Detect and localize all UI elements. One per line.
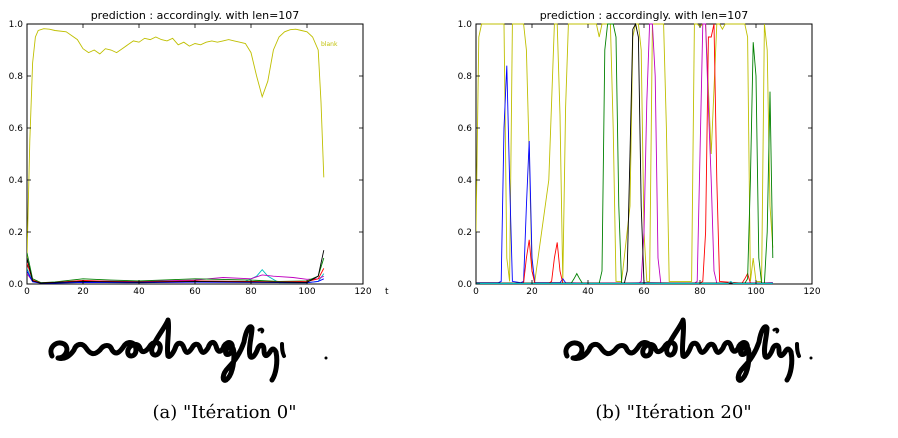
iteration-0-y-tick-label: 0.2 (9, 228, 23, 238)
iteration-20-y-tick-label: 0.0 (458, 280, 473, 290)
iteration-20-series-line-5 (476, 23, 773, 284)
iteration-20-x-tick-label: 40 (582, 287, 594, 297)
iteration-0-y-tick-label: 0.0 (9, 280, 24, 290)
iteration-0-x-tick-label: 40 (133, 287, 145, 297)
iteration-0-legend-entry: blank (321, 41, 338, 48)
iteration-20-y-tick-label: 0.8 (458, 72, 473, 82)
iteration-0-x-tick-label: 20 (77, 287, 89, 297)
prediction-chart-iteration-0: 0 20 40 60 80 100 120 0.0 0.2 0.4 0.6 0.8 1.0 predict… (9, 9, 389, 297)
prediction-chart-iteration-20: 0 20 40 60 80 100 120 0.0 0.2 0.4 0.6 0.8 1.0 predict… (458, 9, 821, 297)
iteration-0-chart-title: prediction : accordingly. with len=107 (91, 9, 300, 22)
iteration-20-x-tick-label: 60 (638, 287, 650, 297)
iteration-0-series-line-blank (27, 28, 325, 259)
handwriting-image-iteration-0 (48, 317, 328, 383)
iteration-0-x-tick-label: 60 (189, 287, 201, 297)
iteration-20-x-tick-label: 80 (694, 287, 706, 297)
iteration-0-x-tick-label: 80 (245, 287, 257, 297)
caption-iteration-0: (a) "Itération 0" (152, 402, 297, 423)
iteration-0-x-axis-label: t (385, 287, 389, 297)
iteration-0-y-tick-label: 0.4 (9, 176, 24, 186)
iteration-20-x-tick-label: 0 (473, 287, 479, 297)
panel-iteration-20: 0 20 40 60 80 100 120 0.0 0.2 0.4 0.6 0.8 1.0 predict… (449, 0, 898, 438)
iteration-0-x-tick-label: 120 (354, 287, 371, 297)
iteration-0-x-tick-label: 100 (298, 287, 315, 297)
iteration-20-x-tick-label: 100 (747, 287, 764, 297)
handwriting-image-iteration-20 (563, 317, 813, 383)
iteration-0-y-tick-label: 1.0 (9, 20, 24, 30)
iteration-20-x-tick-label: 20 (526, 287, 538, 297)
iteration-0-y-tick-label: 0.8 (9, 72, 24, 82)
iteration-0-y-tick-label: 0.6 (9, 124, 24, 134)
iteration-20-x-tick-label: 120 (803, 287, 820, 297)
iteration-0-plot-frame (26, 23, 364, 285)
caption-iteration-20: (b) "Itération 20" (595, 402, 752, 423)
iteration-20-chart-title: prediction : accordingly. with len=107 (540, 9, 749, 22)
iteration-0-x-tick-label: 0 (24, 287, 30, 297)
panel-iteration-0: 0 20 40 60 80 100 120 0.0 0.2 0.4 0.6 0.8 1.0 predict… (9, 9, 389, 423)
iteration-20-y-tick-label: 0.4 (458, 176, 473, 186)
iteration-20-y-tick-label: 0.2 (458, 228, 472, 238)
iteration-20-y-tick-label: 0.6 (458, 124, 473, 134)
iteration-20-series-line-4 (476, 23, 774, 284)
iteration-20-y-tick-label: 1.0 (458, 20, 473, 30)
